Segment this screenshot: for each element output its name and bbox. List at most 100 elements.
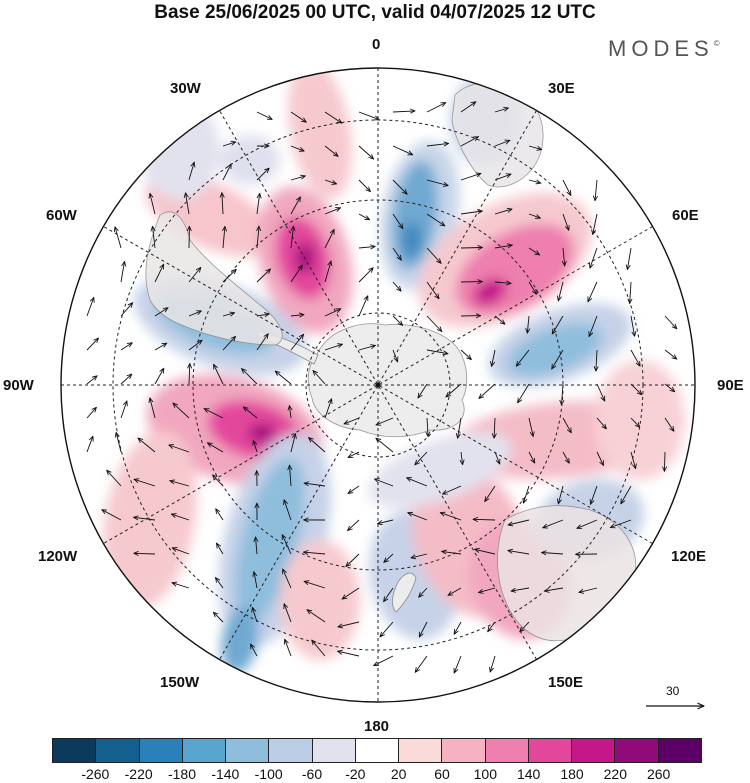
wind-vector — [256, 168, 269, 181]
wind-vector — [188, 340, 202, 351]
wind-vector — [116, 432, 122, 453]
wind-vector — [418, 383, 428, 398]
wind-vector — [664, 315, 677, 329]
anomaly-patch — [220, 135, 280, 185]
wind-vector — [338, 651, 360, 657]
colorbar-segment — [269, 739, 313, 762]
wind-vector — [596, 451, 604, 465]
wind-vector — [523, 485, 530, 503]
wind-vector — [254, 572, 258, 589]
anomaly-patch — [473, 278, 507, 306]
wind-vector — [558, 485, 564, 504]
wind-vector — [243, 407, 258, 419]
wind-vector — [380, 621, 394, 637]
wind-vector — [621, 485, 632, 504]
brand-name: MODES — [608, 36, 714, 61]
wind-vector — [460, 349, 471, 360]
wind-vector — [448, 587, 462, 595]
anomaly-patch — [402, 222, 422, 258]
wind-vector — [411, 553, 428, 558]
copyright-mark: © — [713, 39, 720, 48]
colorbar-segment — [528, 739, 573, 762]
anomaly-patch — [280, 540, 360, 660]
anomaly-patch — [507, 323, 603, 377]
wind-vector — [440, 513, 462, 521]
wind-vector — [664, 417, 674, 431]
wind-vector — [446, 383, 462, 397]
wind-vector — [579, 587, 598, 592]
wind-vector — [285, 639, 292, 657]
wind-vector — [120, 343, 132, 351]
colorbar-tick-label: 140 — [516, 766, 541, 782]
wind-vector — [630, 281, 631, 304]
wind-vector — [552, 349, 564, 369]
wind-vector — [86, 436, 93, 453]
meridian-150 — [219, 110, 537, 660]
wind-vector — [407, 478, 428, 487]
wind-vector — [242, 369, 258, 385]
wind-vector — [378, 519, 394, 524]
wind-vector — [558, 281, 564, 301]
wind-vector — [204, 409, 224, 419]
wind-vector — [494, 108, 508, 113]
wind-vector — [154, 368, 164, 385]
colorbar-segment — [485, 739, 529, 762]
colorbar-segment — [96, 739, 140, 762]
wind-vector — [154, 343, 167, 351]
wind-vector — [473, 519, 496, 520]
colorbar-segment — [182, 739, 227, 762]
wind-vector — [460, 173, 481, 181]
latitude-circle-inner — [305, 312, 451, 458]
wind-vector — [222, 142, 236, 147]
wind-vector — [454, 655, 462, 673]
colorbar-tick-label: -180 — [167, 766, 197, 782]
wind-vector — [528, 281, 537, 294]
wind-vector — [134, 479, 156, 487]
wind-vector — [516, 349, 530, 366]
wind-vector — [528, 145, 542, 150]
wind-vector — [479, 587, 496, 593]
colorbar-segment — [572, 739, 616, 762]
wind-vector — [171, 514, 190, 521]
wind-vector — [102, 510, 122, 521]
wind-vector — [120, 303, 133, 317]
wind-vector — [256, 111, 272, 119]
wind-vector — [528, 180, 541, 183]
wind-vector — [426, 247, 441, 263]
wind-vector — [189, 364, 190, 385]
wind-vector — [384, 587, 394, 602]
wind-vector — [253, 440, 258, 453]
anomaly-patch — [248, 423, 276, 443]
colorbar-segment — [139, 739, 183, 762]
anomaly-patch — [235, 457, 305, 623]
wind-vector — [86, 407, 96, 419]
colorbar-segment — [355, 739, 400, 762]
wind-vector — [154, 308, 168, 317]
anomaly-patch — [595, 360, 685, 480]
lon-label-60w: 60W — [46, 207, 77, 224]
wind-vector — [213, 612, 224, 623]
meridian-30 — [219, 110, 537, 660]
lon-label-120w: 120W — [38, 548, 78, 565]
new-zealand-landmass — [392, 572, 417, 613]
modes-logo: MODES© — [608, 36, 720, 62]
wind-vector — [173, 403, 190, 419]
wind-vector — [492, 349, 496, 366]
wind-vector — [528, 451, 535, 463]
wind-vector — [284, 604, 292, 623]
wind-vector — [596, 383, 605, 401]
wind-vector — [415, 655, 428, 672]
colorbar-segment — [226, 739, 270, 762]
wind-vector — [290, 176, 305, 181]
wind-vector — [290, 111, 306, 122]
lon-label-90e: 90E — [717, 377, 744, 394]
wind-vector — [275, 371, 292, 385]
wind-vector — [256, 269, 271, 283]
colorbar-tick-label: 260 — [646, 766, 671, 782]
colorbar-tick-label: 180 — [560, 766, 584, 782]
wind-vector — [426, 143, 449, 146]
colorbar-segment — [658, 739, 701, 762]
wind-vector — [348, 519, 360, 531]
wind-vector — [376, 438, 394, 453]
wind-vector — [86, 298, 94, 317]
